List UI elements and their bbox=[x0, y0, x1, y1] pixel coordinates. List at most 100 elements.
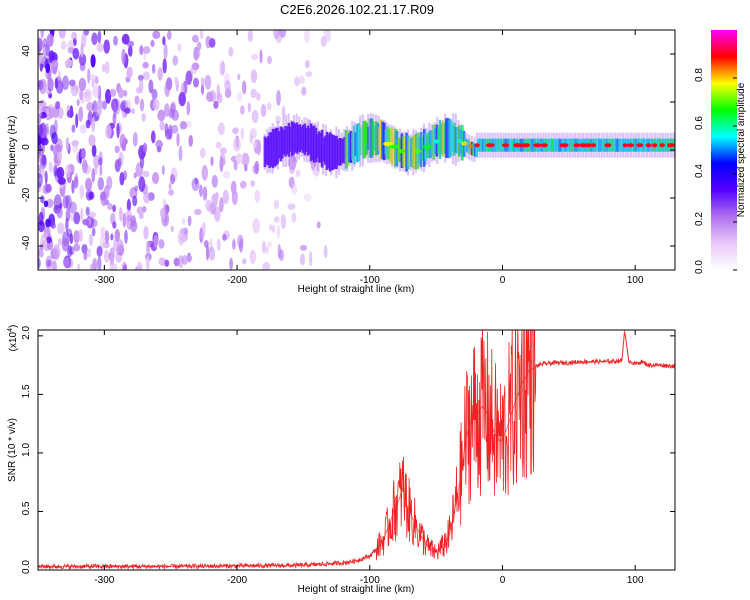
spectrogram-signal-column bbox=[314, 127, 318, 163]
spectrogram-noise-cell bbox=[102, 242, 111, 249]
spectrogram-signal-halo bbox=[375, 114, 378, 163]
spectrogram-peak bbox=[513, 143, 523, 148]
spectrogram-noise-cell bbox=[210, 156, 214, 166]
spectrogram-noise-cell bbox=[229, 257, 234, 270]
spectrogram-signal-halo bbox=[598, 132, 601, 158]
spectrogram-signal-column bbox=[271, 128, 275, 169]
spectrogram-noise-cell bbox=[211, 175, 218, 188]
spectrogram-noise-cell bbox=[109, 251, 115, 266]
spectrogram-noise-cell bbox=[294, 76, 300, 87]
spectrogram-noise-cell bbox=[76, 99, 80, 107]
spectrogram-noise-cell bbox=[109, 262, 118, 270]
snr-ytick-label: 0.5 bbox=[21, 501, 32, 515]
spectrogram-noise-cell bbox=[48, 161, 53, 173]
spectrogram-signal-column bbox=[303, 123, 306, 156]
spectrogram-signal-column bbox=[442, 120, 445, 157]
spectrogram-signal-halo bbox=[356, 123, 359, 163]
spectrogram-noise-cell bbox=[122, 212, 127, 228]
spectrogram-noise-cell bbox=[88, 233, 94, 246]
spectrogram-noise-cell bbox=[151, 130, 156, 144]
spectrogram-noise-cell bbox=[56, 144, 62, 153]
spectrogram-noise-cell bbox=[200, 83, 205, 95]
spectrogram-signal-halo bbox=[380, 119, 383, 161]
spectrogram-noise-cell bbox=[38, 173, 43, 188]
spectrogram-signal-column bbox=[602, 138, 606, 152]
spectrogram-signal-column bbox=[508, 138, 512, 152]
spectrogram-noise-cell bbox=[215, 141, 222, 149]
spectrogram-noise-cell bbox=[117, 239, 124, 254]
spectrogram-noise-cell bbox=[158, 257, 167, 266]
snr-scale-exponent: 4 bbox=[7, 328, 14, 332]
spectrogram-noise-cell bbox=[62, 75, 69, 91]
spectrogram-noise-cell bbox=[125, 69, 133, 79]
spectrogram-noise-cell bbox=[204, 74, 212, 90]
spectrogram-signal-column bbox=[383, 122, 386, 160]
spectrogram-noise-cell bbox=[177, 229, 185, 246]
snr-xtick-label: -200 bbox=[227, 575, 247, 586]
spectrogram-peak bbox=[573, 143, 580, 148]
spectrogram-signal-column bbox=[531, 138, 534, 152]
spectrogram-noise-cell bbox=[73, 211, 81, 225]
spectrogram-noise-cell bbox=[78, 106, 84, 122]
spectrogram-noise-cell bbox=[126, 198, 131, 212]
spectrogram-signal-column bbox=[473, 143, 477, 157]
spectrogram-noise-cell bbox=[72, 47, 80, 60]
spectrogram-noise-cell bbox=[266, 102, 272, 111]
spectrogram-noise-cell bbox=[50, 222, 56, 229]
spectrogram-xtick-label: -100 bbox=[360, 275, 380, 286]
spectrogram-signal-column bbox=[349, 130, 353, 163]
spectrogram-noise-cell bbox=[272, 30, 281, 40]
spectrogram-noise-cell bbox=[76, 263, 81, 270]
spectrogram-noise-cell bbox=[124, 107, 131, 114]
colorbar-tick-label: 0.0 bbox=[694, 260, 705, 274]
colorbar-tick-label: 0.8 bbox=[694, 68, 705, 82]
spectrogram-signal-column bbox=[305, 127, 308, 152]
spectrogram-noise-cell bbox=[233, 159, 238, 171]
spectrogram-noise-cell bbox=[162, 36, 166, 46]
spectrogram-noise-cell bbox=[203, 240, 209, 248]
spectrogram-signal-column bbox=[343, 136, 346, 164]
spectrogram-noise-cell bbox=[142, 71, 150, 81]
spectrogram-peak bbox=[560, 143, 569, 148]
spectrogram-noise-cell bbox=[249, 249, 257, 264]
spectrogram-noise-cell bbox=[116, 123, 120, 139]
spectrogram-signal-column bbox=[268, 132, 271, 168]
spectrogram-noise-cell bbox=[45, 63, 50, 74]
spectrogram-noise-cell bbox=[84, 164, 91, 175]
spectrogram-noise-cell bbox=[134, 185, 139, 192]
spectrogram-noise-cell bbox=[61, 237, 70, 252]
spectrogram-noise-cell bbox=[256, 139, 262, 156]
spectrogram-noise-cell bbox=[252, 218, 260, 234]
spectrogram-peak bbox=[622, 143, 628, 148]
spectrogram-noise-cell bbox=[42, 38, 48, 48]
spectrogram-peak bbox=[389, 144, 399, 149]
spectrogram-noise-cell bbox=[119, 172, 125, 186]
spectrogram-peak bbox=[636, 143, 644, 148]
spectrogram-signal-halo bbox=[420, 127, 423, 171]
spectrogram-signal-halo bbox=[377, 115, 380, 163]
snr-ytick-label: 2.0 bbox=[21, 325, 32, 339]
spectrogram-noise-cell bbox=[88, 191, 95, 200]
spectrogram-signal-halo bbox=[369, 113, 372, 164]
spectrogram-noise-cell bbox=[71, 140, 79, 147]
spectrogram-noise-cell bbox=[177, 43, 182, 52]
spectrogram-noise-cell bbox=[100, 226, 106, 237]
spectrogram-signal-column bbox=[335, 135, 338, 169]
spectrogram-noise-cell bbox=[113, 239, 119, 252]
spectrogram-noise-cell bbox=[44, 170, 48, 185]
spectrogram-peak bbox=[474, 143, 480, 148]
spectrogram-signal-column bbox=[290, 121, 294, 156]
spectrogram-signal-column bbox=[301, 124, 305, 153]
snr-ylabel: SNR (10 * v/v) bbox=[7, 418, 18, 482]
spectrogram-signal-column bbox=[328, 132, 332, 172]
spectrogram-noise-cell bbox=[202, 186, 208, 201]
spectrogram-signal-column bbox=[330, 134, 334, 171]
spectrogram-noise-cell bbox=[178, 92, 186, 107]
spectrogram-noise-cell bbox=[210, 203, 216, 215]
spectrogram-noise-cell bbox=[176, 132, 180, 147]
spectrogram-signal-halo bbox=[460, 124, 463, 161]
spectrogram-noise-cell bbox=[146, 241, 150, 256]
spectrogram-noise-cell bbox=[75, 113, 79, 128]
colorbar-gradient bbox=[711, 30, 737, 270]
spectrogram-signal-column bbox=[553, 138, 556, 152]
